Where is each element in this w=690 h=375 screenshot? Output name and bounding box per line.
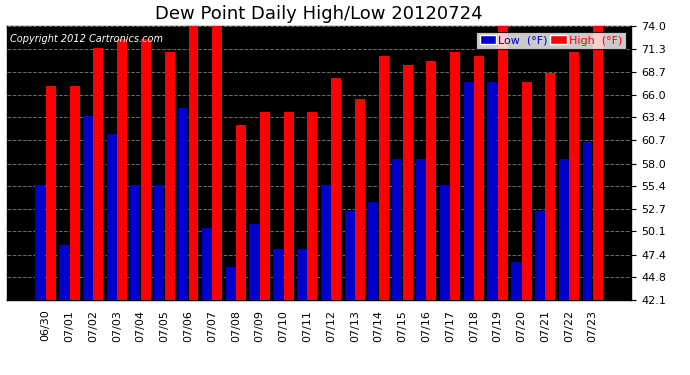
- Bar: [487, 82, 497, 300]
- Bar: [416, 159, 426, 300]
- Bar: [582, 142, 593, 300]
- Bar: [297, 249, 307, 300]
- Bar: [284, 112, 294, 300]
- Bar: [202, 228, 212, 300]
- Bar: [46, 86, 56, 300]
- Bar: [331, 78, 342, 300]
- Title: Dew Point Daily High/Low 20120724: Dew Point Daily High/Low 20120724: [155, 5, 483, 23]
- Bar: [450, 52, 460, 300]
- Bar: [344, 211, 355, 300]
- Bar: [260, 112, 270, 300]
- Bar: [368, 202, 378, 300]
- Bar: [130, 185, 141, 300]
- Bar: [379, 56, 389, 300]
- Bar: [165, 52, 175, 300]
- Bar: [440, 185, 450, 300]
- Bar: [226, 267, 235, 300]
- Bar: [464, 82, 473, 300]
- Bar: [93, 48, 104, 300]
- Bar: [107, 134, 117, 300]
- Bar: [249, 224, 259, 300]
- Bar: [511, 262, 521, 300]
- Bar: [545, 74, 555, 300]
- Bar: [188, 22, 199, 300]
- Bar: [522, 82, 531, 300]
- Bar: [70, 86, 79, 300]
- Legend: Low  (°F), High  (°F): Low (°F), High (°F): [476, 32, 626, 49]
- Bar: [321, 185, 331, 300]
- Bar: [83, 116, 93, 300]
- Bar: [392, 159, 402, 300]
- Bar: [213, 22, 222, 300]
- Bar: [426, 61, 436, 300]
- Bar: [355, 99, 365, 300]
- Bar: [117, 39, 127, 300]
- Bar: [273, 249, 283, 300]
- Bar: [141, 39, 151, 300]
- Bar: [308, 112, 317, 300]
- Text: Copyright 2012 Cartronics.com: Copyright 2012 Cartronics.com: [10, 34, 163, 45]
- Bar: [593, 26, 603, 300]
- Bar: [569, 52, 579, 300]
- Bar: [59, 245, 69, 300]
- Bar: [236, 125, 246, 300]
- Bar: [178, 108, 188, 300]
- Bar: [35, 185, 46, 300]
- Bar: [559, 159, 569, 300]
- Bar: [403, 65, 413, 300]
- Bar: [474, 56, 484, 300]
- Bar: [535, 211, 545, 300]
- Bar: [497, 22, 508, 300]
- Bar: [155, 185, 164, 300]
